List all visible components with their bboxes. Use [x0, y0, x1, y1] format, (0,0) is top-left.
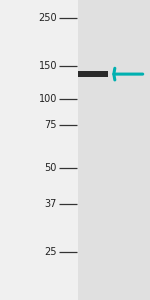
Text: 37: 37 — [45, 199, 57, 209]
Text: 75: 75 — [45, 119, 57, 130]
Text: 150: 150 — [39, 61, 57, 71]
Text: 250: 250 — [38, 13, 57, 23]
Bar — [78, 0, 150, 300]
Text: 50: 50 — [45, 163, 57, 173]
Text: 100: 100 — [39, 94, 57, 104]
Bar — [78, 71, 108, 77]
Text: 25: 25 — [45, 247, 57, 257]
